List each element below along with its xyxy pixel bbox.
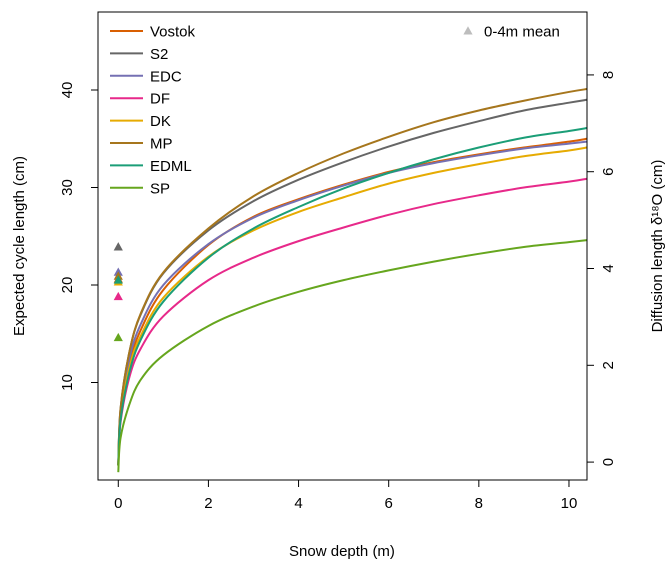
x-tick-label: 10 [561, 495, 578, 512]
legend-label-edml: EDML [150, 158, 192, 175]
marker-legend-label: 0-4m mean [484, 24, 560, 41]
y-axis-left: 10 20 30 40 [59, 82, 99, 391]
legend-label-sp: SP [150, 180, 170, 197]
x-tick-label: 0 [114, 495, 122, 512]
series-line-edml [117, 127, 588, 466]
legend-label-s2: S2 [150, 46, 168, 63]
mean-marker-sp [113, 332, 123, 342]
y-axis-right: 0 2 4 6 8 [586, 71, 617, 466]
y-tick-label: 10 [59, 374, 76, 391]
y-right-tick-label: 6 [600, 168, 617, 176]
x-tick-label: 4 [294, 495, 302, 512]
legend-label-df: DF [150, 91, 170, 108]
y-right-tick-label: 2 [600, 361, 617, 369]
legend: Vostok S2 EDC DF DK MP EDML SP [110, 24, 196, 197]
mean-marker-s2 [113, 242, 123, 251]
y-right-tick-label: 4 [600, 264, 617, 272]
legend-label-vostok: Vostok [150, 24, 196, 41]
y-tick-label: 40 [59, 82, 76, 99]
mean-marker-layer [113, 242, 123, 342]
series-layer [117, 88, 588, 473]
y-right-tick-label: 0 [600, 458, 617, 466]
x-tick-label: 8 [475, 495, 483, 512]
series-line-dk [117, 146, 588, 466]
legend-label-edc: EDC [150, 68, 182, 85]
legend-label-mp: MP [150, 136, 173, 153]
mean-marker-df [113, 291, 123, 301]
x-tick-label: 6 [385, 495, 393, 512]
mean-marker-edml [113, 275, 123, 284]
y-axis-label: Expected cycle length (cm) [11, 156, 28, 336]
marker-legend: 0-4m mean [463, 24, 560, 41]
series-line-sp [117, 239, 588, 473]
marker-legend-triangle [463, 26, 473, 35]
series-line-edc [117, 140, 588, 466]
series-line-df [117, 177, 588, 466]
x-tick-label: 2 [204, 495, 212, 512]
y-axis-label-right: Diffusion length δ¹⁸O (cm) [649, 160, 666, 333]
legend-label-dk: DK [150, 113, 171, 130]
y-tick-label: 30 [59, 179, 76, 196]
series-line-mp [117, 88, 588, 466]
x-axis: 0 2 4 6 8 10 [114, 479, 578, 512]
y-right-tick-label: 8 [600, 71, 617, 79]
x-axis-label: Snow depth (m) [289, 543, 395, 560]
y-tick-label: 20 [59, 277, 76, 294]
